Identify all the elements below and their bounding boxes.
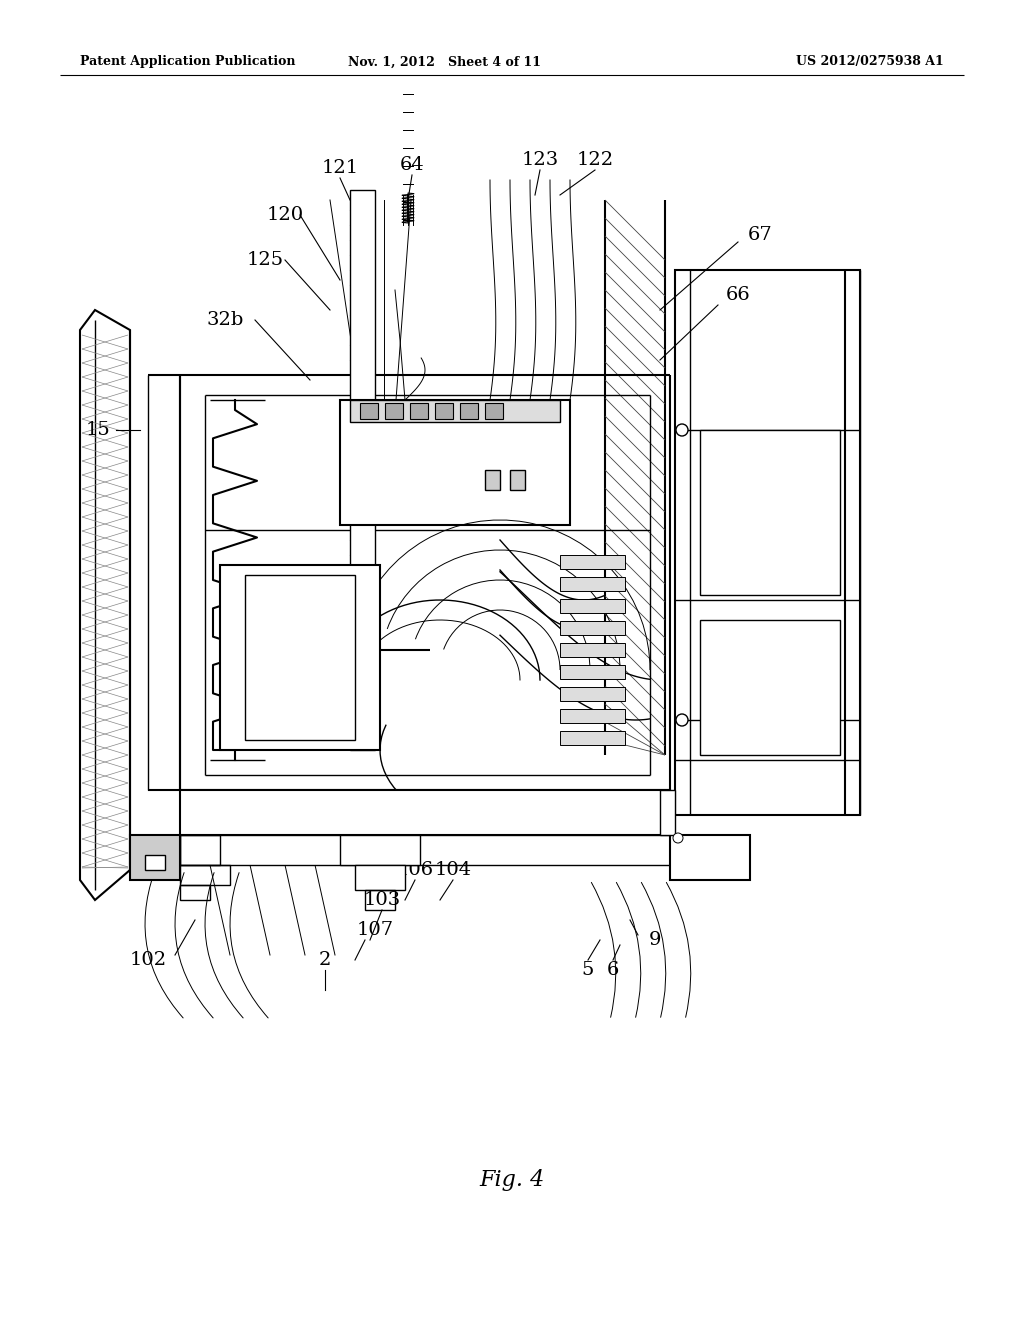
Bar <box>560 577 625 591</box>
Text: 107: 107 <box>356 921 393 939</box>
Bar <box>560 709 625 723</box>
Bar <box>180 836 670 865</box>
Circle shape <box>673 833 683 843</box>
Bar <box>180 789 670 836</box>
Bar <box>245 576 355 741</box>
Bar <box>485 470 500 490</box>
Bar <box>360 403 378 418</box>
Text: 5: 5 <box>582 961 594 979</box>
Bar <box>560 665 625 678</box>
Bar <box>560 599 625 612</box>
Bar <box>675 271 860 814</box>
Text: 125: 125 <box>247 251 284 269</box>
Circle shape <box>676 714 688 726</box>
Text: 32b: 32b <box>206 312 244 329</box>
Text: 121: 121 <box>322 158 358 177</box>
Text: 66: 66 <box>726 286 751 304</box>
Bar <box>700 620 840 755</box>
Text: Nov. 1, 2012   Sheet 4 of 11: Nov. 1, 2012 Sheet 4 of 11 <box>348 55 542 69</box>
Bar <box>510 470 525 490</box>
Bar <box>485 403 503 418</box>
Text: 120: 120 <box>266 206 303 224</box>
Bar <box>560 643 625 657</box>
Bar <box>340 400 570 525</box>
Bar <box>560 686 625 701</box>
Text: Patent Application Publication: Patent Application Publication <box>80 55 296 69</box>
Text: 2: 2 <box>318 950 331 969</box>
Text: 64: 64 <box>399 156 424 174</box>
Text: 15: 15 <box>86 421 111 440</box>
Polygon shape <box>80 310 130 900</box>
Circle shape <box>676 424 688 436</box>
Text: 9: 9 <box>649 931 662 949</box>
Text: 106: 106 <box>396 861 433 879</box>
Bar <box>180 836 220 865</box>
Bar <box>560 554 625 569</box>
Bar <box>340 836 420 865</box>
Bar <box>560 620 625 635</box>
Bar <box>350 400 560 422</box>
Bar <box>220 565 380 750</box>
Text: 102: 102 <box>129 950 167 969</box>
Text: 103: 103 <box>364 891 400 909</box>
Bar <box>365 890 395 909</box>
Bar <box>180 884 210 900</box>
Bar <box>410 403 428 418</box>
Text: 123: 123 <box>521 150 559 169</box>
Bar <box>385 403 403 418</box>
Bar <box>670 836 750 880</box>
Bar <box>130 836 180 880</box>
Text: US 2012/0275938 A1: US 2012/0275938 A1 <box>796 55 944 69</box>
Bar <box>145 855 165 870</box>
Bar <box>350 190 375 750</box>
Bar <box>355 865 406 890</box>
Text: 104: 104 <box>434 861 472 879</box>
Bar <box>435 403 453 418</box>
Bar <box>660 789 675 836</box>
Text: 6: 6 <box>607 961 620 979</box>
Text: 122: 122 <box>577 150 613 169</box>
Bar <box>700 430 840 595</box>
Bar <box>560 731 625 744</box>
Text: Fig. 4: Fig. 4 <box>479 1170 545 1191</box>
Bar <box>180 865 230 884</box>
Text: 67: 67 <box>748 226 772 244</box>
Bar <box>460 403 478 418</box>
